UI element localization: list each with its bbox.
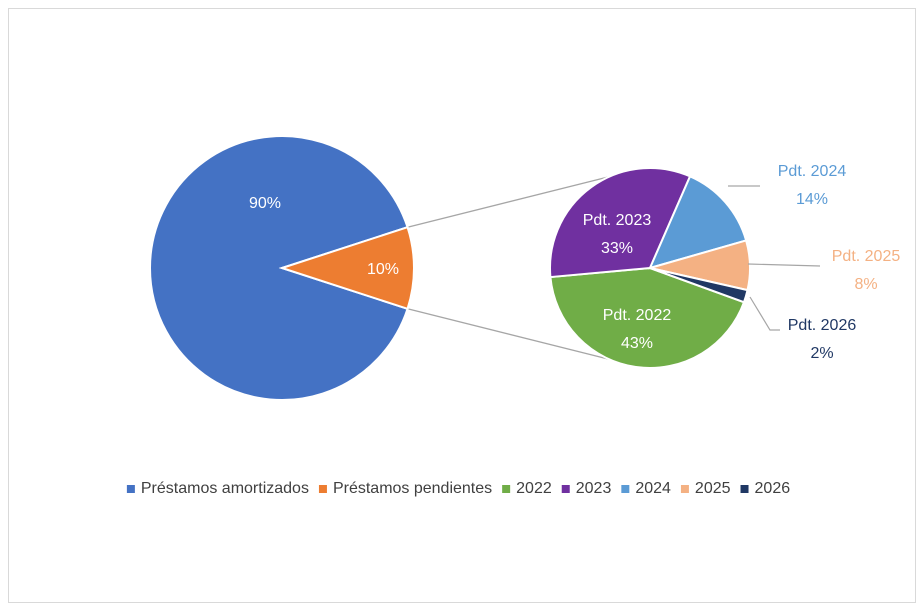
pie-slice	[549, 266, 746, 369]
data-label-value: 33%	[601, 240, 633, 257]
data-label: Pdt. 2023 33%	[583, 212, 652, 257]
data-label-name: Pdt. 2024	[778, 163, 847, 180]
legend-label: 2026	[755, 480, 791, 497]
data-label-value: 43%	[621, 335, 653, 352]
pie-slice	[649, 267, 749, 304]
connector-line	[407, 308, 613, 361]
leader-line	[749, 296, 780, 331]
data-label: Pdt. 2022 43%	[603, 307, 672, 352]
data-label: Pdt. 2026 2%	[788, 317, 857, 362]
data-label-value: 2%	[810, 345, 833, 362]
legend-swatch	[740, 485, 749, 493]
legend-label: 2025	[695, 480, 731, 497]
legend-swatch	[318, 485, 327, 493]
data-label: Pdt. 2025 8%	[832, 248, 901, 293]
connector-line	[407, 175, 613, 228]
data-label-name: Pdt. 2022	[603, 307, 672, 324]
legend-swatch	[621, 485, 630, 493]
data-label-name: Pdt. 2023	[583, 212, 652, 229]
legend-label: Préstamos pendientes	[333, 480, 492, 497]
legend-swatch	[561, 485, 570, 493]
pie-slice	[648, 175, 748, 270]
legend: Préstamos amortizados Préstamos pendiente…	[126, 480, 791, 497]
legend-swatch	[680, 485, 689, 493]
data-label-name: Pdt. 2026	[788, 317, 857, 334]
legend-swatch	[126, 485, 135, 493]
legend-label: Préstamos amortizados	[141, 480, 309, 497]
pie-slice	[549, 167, 692, 279]
legend-label: 2024	[635, 480, 671, 497]
chart-frame	[8, 8, 916, 603]
data-label: Pdt. 2024 14%	[778, 163, 847, 208]
leader-line	[747, 263, 821, 267]
data-label: 90%	[249, 195, 281, 212]
data-label: 10%	[367, 261, 399, 278]
data-label-name: Pdt. 2025	[832, 248, 901, 265]
pie-slice	[278, 225, 415, 311]
legend-label: 2023	[576, 480, 612, 497]
legend-swatch	[502, 485, 511, 493]
data-label-value: 8%	[854, 276, 877, 293]
legend-label: 2022	[516, 480, 552, 497]
data-label-value: 14%	[796, 191, 828, 208]
